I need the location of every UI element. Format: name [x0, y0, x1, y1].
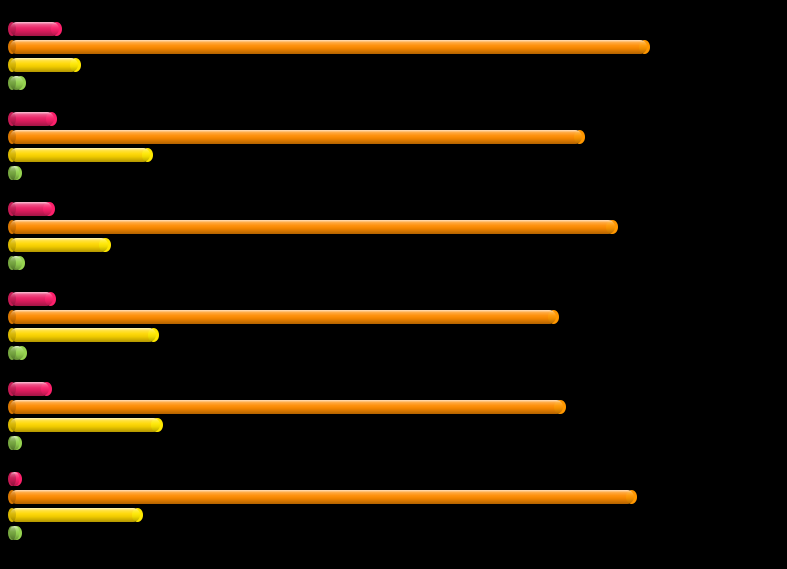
bar-series-C [10, 148, 150, 162]
bar-series-A [10, 382, 49, 396]
bar-series-C [10, 238, 108, 252]
bar-series-C [10, 508, 140, 522]
horizontal-bar-chart [0, 0, 787, 569]
bar-series-D [10, 256, 22, 270]
bar-series-D [10, 166, 19, 180]
bar-series-B [10, 220, 615, 234]
bar-series-A [10, 472, 19, 486]
bar-series-A [10, 202, 52, 216]
bar-series-B [10, 40, 647, 54]
bar-series-B [10, 130, 582, 144]
bar-series-A [10, 22, 59, 36]
bar-series-B [10, 490, 634, 504]
bar-series-C [10, 418, 160, 432]
bar-series-A [10, 112, 54, 126]
bar-series-A [10, 292, 53, 306]
bar-series-B [10, 400, 563, 414]
bar-series-D [10, 526, 19, 540]
bar-series-D [10, 346, 24, 360]
bar-series-C [10, 58, 78, 72]
bar-series-C [10, 328, 156, 342]
bar-series-B [10, 310, 556, 324]
bar-series-D [10, 76, 23, 90]
bar-series-D [10, 436, 19, 450]
